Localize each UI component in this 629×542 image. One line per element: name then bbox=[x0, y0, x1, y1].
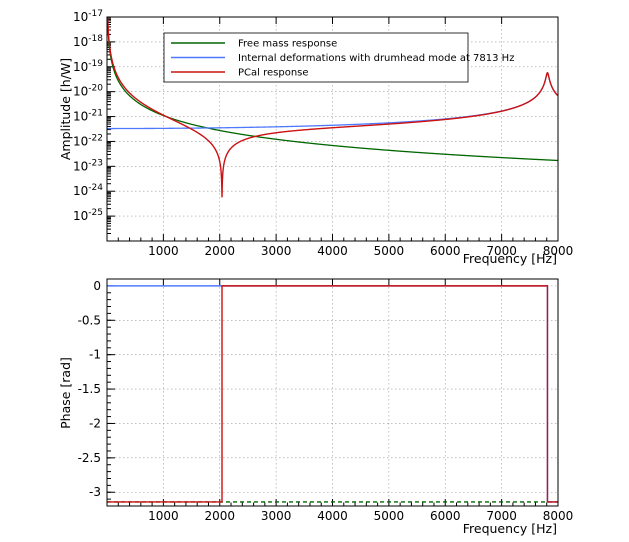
phase-y-tick-label: -3 bbox=[89, 485, 101, 499]
amplitude-y-tick-label: 10-21 bbox=[73, 109, 103, 124]
phase-frame bbox=[106, 278, 559, 507]
amplitude-x-tick-label: 7000 bbox=[486, 244, 517, 258]
phase-panel: 1000 2000 3000 4000 5000 6000 7000 8000 0 -0.5 -1… bbox=[58, 278, 573, 536]
amplitude-y-tick-label: 10-20 bbox=[73, 84, 103, 99]
phase-x-tick-label: 4000 bbox=[317, 509, 348, 523]
amplitude-y-tick-label: 10-23 bbox=[73, 158, 103, 173]
phase-ticks bbox=[107, 279, 559, 506]
amplitude-panel: 1000 2000 3000 4000 5000 6000 7000 8000 10-1710… bbox=[58, 9, 573, 266]
amplitude-y-tick-label: 10-18 bbox=[73, 34, 103, 49]
pcal-amplitude-line bbox=[107, 17, 558, 198]
amplitude-y-tick-label: 10-25 bbox=[73, 208, 103, 223]
phase-x-tick-label: 3000 bbox=[261, 509, 292, 523]
phase-y-tick-label: -1.5 bbox=[78, 382, 101, 396]
amplitude-x-tick-label: 6000 bbox=[430, 244, 461, 258]
legend-entry-label: Free mass response bbox=[238, 39, 337, 50]
phase-x-tick-label: 5000 bbox=[374, 509, 405, 523]
amplitude-x-tick-label: 2000 bbox=[204, 244, 235, 258]
amplitude-x-tick-label: 3000 bbox=[261, 244, 292, 258]
phase-y-tick-labels: 0 -0.5 -1 -1.5 -2 -2.5 -3 bbox=[78, 279, 101, 499]
amplitude-x-tick-label: 5000 bbox=[374, 244, 405, 258]
phase-y-tick-label: -2 bbox=[89, 416, 101, 430]
amplitude-y-tick-label: 10-24 bbox=[73, 183, 103, 198]
amplitude-y-tick-label: 10-22 bbox=[73, 133, 103, 148]
amplitude-x-tick-labels: 1000 2000 3000 4000 5000 6000 7000 8000 bbox=[148, 244, 573, 258]
phase-x-tick-labels: 1000 2000 3000 4000 5000 6000 7000 8000 bbox=[148, 509, 573, 523]
phase-y-tick-label: -0.5 bbox=[78, 313, 101, 327]
phase-y-tick-label: -1 bbox=[89, 348, 101, 362]
amplitude-series-group bbox=[107, 17, 558, 198]
phase-y-axis-title: Phase [rad] bbox=[58, 357, 73, 429]
phase-x-axis-title: Frequency [Hz] bbox=[463, 521, 557, 536]
phase-series-group bbox=[107, 285, 558, 503]
amplitude-x-tick-label: 8000 bbox=[543, 244, 574, 258]
free-mass-amplitude-line bbox=[107, 17, 558, 162]
legend-box bbox=[163, 32, 469, 83]
amplitude-x-tick-label: 4000 bbox=[317, 244, 348, 258]
amplitude-x-tick-label: 1000 bbox=[148, 244, 179, 258]
amplitude-x-axis-title: Frequency [Hz] bbox=[463, 251, 557, 266]
legend: Free mass response Internal deformations … bbox=[163, 32, 514, 83]
phase-y-tick-label: 0 bbox=[93, 279, 101, 293]
legend-entry-label: PCal response bbox=[238, 68, 309, 79]
pcal-phase-line bbox=[107, 285, 558, 503]
phase-x-tick-label: 2000 bbox=[204, 509, 235, 523]
amplitude-y-tick-label: 10-19 bbox=[73, 59, 103, 74]
amplitude-y-tick-label: 10-17 bbox=[73, 9, 103, 24]
phase-x-tick-label: 1000 bbox=[148, 509, 179, 523]
phase-x-tick-label: 7000 bbox=[486, 509, 517, 523]
amplitude-y-axis-title: Amplitude [h/W] bbox=[58, 58, 73, 160]
legend-entry-label: Internal deformations with drumhead mode… bbox=[238, 53, 514, 64]
phase-grid bbox=[107, 279, 559, 506]
amplitude-frame bbox=[106, 16, 559, 242]
amplitude-y-tick-labels: 10-17 10-18 10-19 10-20 10-21 10-22 10-23 10-24… bbox=[73, 9, 103, 223]
drumhead-phase-line bbox=[107, 285, 558, 503]
phase-x-tick-label: 6000 bbox=[430, 509, 461, 523]
phase-x-tick-label: 8000 bbox=[543, 509, 574, 523]
phase-y-tick-label: -2.5 bbox=[78, 451, 101, 465]
